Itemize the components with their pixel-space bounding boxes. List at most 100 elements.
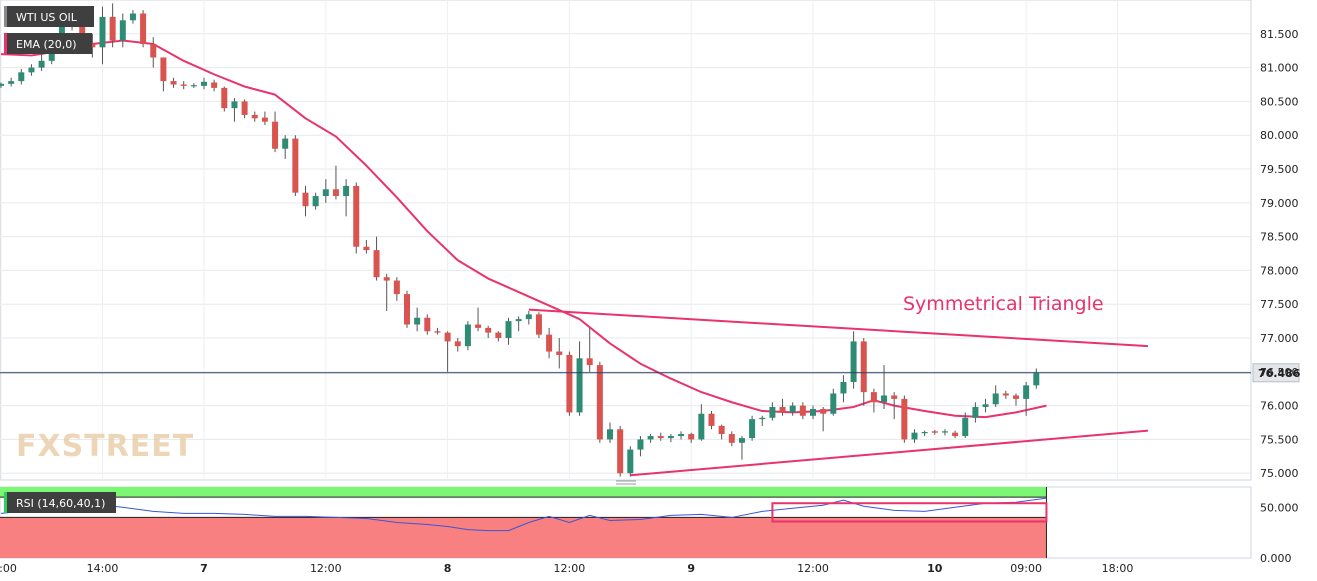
candle-body [241, 101, 248, 115]
candle-body [738, 438, 745, 443]
candle [962, 412, 969, 439]
rsi-line [0, 497, 1047, 532]
candles [0, 3, 1040, 477]
y-tick-label: 75.500 [1260, 433, 1299, 446]
candle [749, 415, 756, 441]
x-tick-label: 12:00 [554, 562, 586, 575]
rsi-highlight-box [771, 502, 1048, 523]
candle-body [312, 196, 319, 207]
candle-body [8, 81, 15, 84]
instrument-label: WTI US OIL [16, 11, 78, 24]
candle-body [891, 395, 898, 399]
candle-body [434, 331, 441, 333]
candle [505, 317, 512, 345]
candle-body [282, 138, 289, 149]
ema-legend[interactable]: EMA (20,0) [4, 33, 92, 54]
rsi-legend-swatch [4, 492, 7, 513]
y-tick-label: 80.000 [1260, 129, 1299, 142]
candle-body [789, 405, 796, 413]
candle-body [708, 413, 715, 426]
candle-body [850, 341, 857, 382]
candle-body [464, 324, 471, 347]
candle [302, 185, 309, 217]
symmetrical-triangle [528, 308, 1149, 477]
candle-body [180, 84, 187, 86]
candle-body [860, 341, 867, 393]
candle-body [292, 138, 299, 193]
candle [221, 86, 228, 112]
candle-body [221, 87, 228, 109]
candle-body [911, 432, 918, 440]
candle-body [962, 417, 969, 437]
candle [657, 432, 664, 441]
candle-body [982, 404, 989, 407]
rsi-overbought-band [0, 487, 1047, 498]
candle [535, 312, 542, 339]
candle [901, 395, 908, 443]
candle-body [363, 246, 370, 251]
candle [190, 83, 197, 88]
x-tick-label: 12:00 [310, 562, 342, 575]
rsi-legend-box [4, 492, 116, 513]
x-tick-label: 18:00 [1102, 562, 1134, 575]
candle-body [546, 334, 553, 352]
candle [272, 111, 279, 153]
candle-body [637, 439, 644, 450]
axes: 75.000 75.500 76.000 76.500 77.000 77.500 78.0… [0, 28, 1299, 575]
candle [678, 431, 685, 440]
candle-body [657, 436, 664, 439]
candle [596, 361, 603, 443]
rsi-panel: RSI (14,60,40,1) [0, 486, 1252, 559]
y-tick-label: 77.000 [1260, 332, 1299, 345]
candle-body [373, 250, 380, 278]
candle-body [475, 324, 482, 328]
candle [1033, 368, 1040, 389]
candle-body [89, 43, 96, 48]
candle-body [728, 434, 735, 443]
candle-body [779, 406, 786, 413]
candle [201, 77, 207, 90]
candle-body [749, 419, 756, 439]
candle [931, 429, 938, 435]
candle-body [941, 431, 948, 433]
candle [332, 165, 339, 200]
candle-body [18, 72, 25, 82]
candle [759, 415, 766, 426]
x-tick-label: 04:00 [0, 562, 17, 575]
candle-body [952, 432, 959, 437]
candle [525, 310, 532, 325]
last-price-badge [1252, 363, 1300, 383]
candle [566, 351, 573, 416]
candle [860, 338, 867, 406]
candle [708, 411, 715, 430]
candle-body [424, 317, 431, 332]
candle-body [0, 83, 4, 86]
candle [972, 402, 979, 423]
candle-body [454, 341, 461, 347]
candle-body [840, 381, 847, 394]
candle-body [992, 393, 999, 405]
candle [667, 434, 674, 443]
y-tick-label: 81.000 [1260, 62, 1299, 75]
triangle-lower-line [630, 429, 1149, 477]
x-tick-label: 10 [927, 562, 943, 575]
candle-body [647, 436, 654, 440]
candle [211, 79, 218, 92]
candle [444, 331, 451, 372]
x-tick-label: 9 [687, 562, 695, 575]
candle [424, 314, 431, 335]
candle-body [1033, 373, 1040, 386]
candle [891, 392, 898, 420]
candle-body [251, 114, 258, 119]
instrument-legend[interactable]: WTI US OIL [4, 6, 94, 27]
candle-body [332, 189, 339, 197]
candle-body [870, 392, 877, 403]
candle-body [921, 432, 928, 434]
candle [312, 192, 319, 210]
candle [393, 277, 400, 301]
candle-body [119, 20, 126, 41]
y-tick-label: 81.500 [1260, 28, 1299, 41]
candle-body [58, 20, 65, 41]
candle-body [718, 425, 725, 435]
x-tick-label: 09:00 [1010, 562, 1042, 575]
